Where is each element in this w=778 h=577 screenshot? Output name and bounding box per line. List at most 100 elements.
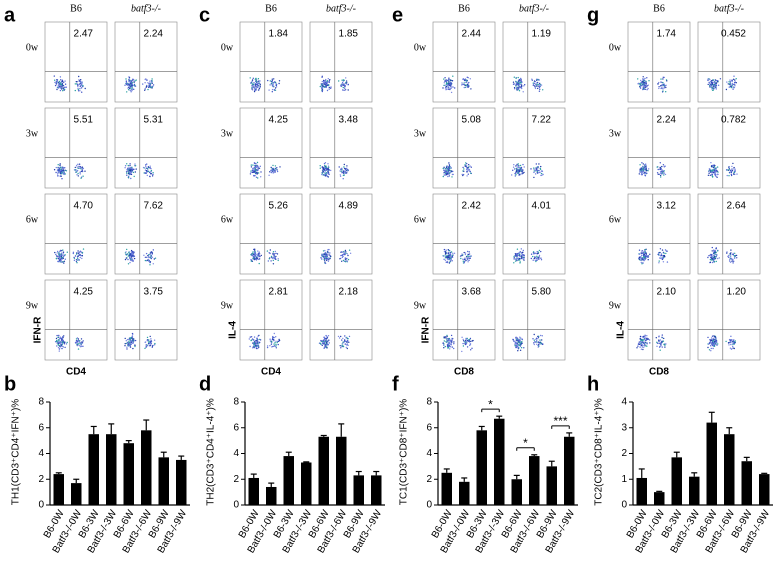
event-dot — [464, 87, 465, 88]
event-dot — [649, 342, 650, 343]
event-dot — [269, 171, 270, 172]
event-dot — [646, 85, 647, 86]
event-dot — [642, 346, 643, 347]
event-dot — [536, 169, 537, 170]
event-dot — [714, 344, 715, 345]
event-dot — [56, 338, 57, 339]
event-dot — [443, 85, 444, 86]
event-dot — [464, 82, 465, 83]
event-dot — [261, 255, 262, 256]
event-dot — [258, 89, 259, 90]
event-dot — [535, 253, 536, 254]
event-dot — [77, 345, 78, 346]
event-dot — [452, 174, 453, 175]
event-dot — [322, 83, 323, 84]
event-dot — [134, 345, 135, 346]
event-dot — [60, 163, 61, 164]
event-dot — [63, 258, 64, 259]
event-dot — [324, 254, 325, 255]
event-dot — [647, 170, 648, 171]
event-dot — [448, 79, 449, 80]
column-header: B6 — [458, 3, 470, 14]
event-dot — [327, 90, 328, 91]
bar — [336, 437, 347, 505]
event-dot — [80, 81, 81, 82]
event-dot — [63, 262, 64, 263]
event-dot — [81, 82, 82, 83]
event-dot — [326, 336, 327, 337]
event-dot — [444, 80, 445, 81]
event-dot — [471, 348, 472, 349]
event-dot — [132, 79, 133, 80]
event-dot — [444, 249, 445, 250]
event-dot — [272, 346, 273, 347]
event-dot — [662, 91, 663, 92]
event-dot — [328, 335, 329, 336]
event-dot — [536, 84, 537, 85]
event-dot — [345, 89, 346, 90]
event-dot — [252, 164, 253, 165]
event-dot — [257, 348, 258, 349]
event-dot — [666, 251, 667, 252]
event-dot — [717, 250, 718, 251]
event-dot — [275, 341, 276, 342]
event-dot — [78, 253, 79, 254]
event-dot — [728, 175, 729, 176]
event-dot — [278, 344, 279, 345]
event-dot — [734, 85, 735, 86]
quadrant-value: 5.31 — [144, 115, 164, 126]
event-dot — [663, 344, 664, 345]
event-dot — [345, 261, 346, 262]
event-dot — [710, 257, 711, 258]
event-dot — [343, 178, 344, 179]
y-tick-label: 3 — [621, 422, 627, 433]
event-dot — [80, 251, 81, 252]
event-dot — [150, 344, 151, 345]
event-dot — [61, 348, 62, 349]
event-dot — [132, 253, 133, 254]
event-dot — [342, 255, 343, 256]
event-dot — [646, 167, 647, 168]
event-dot — [717, 174, 718, 175]
event-dot — [447, 87, 448, 88]
event-dot — [145, 257, 146, 258]
event-dot — [347, 261, 348, 262]
event-dot — [533, 169, 534, 170]
event-dot — [516, 345, 517, 346]
event-dot — [135, 340, 136, 341]
event-dot — [60, 251, 61, 252]
y-tick-label: 2 — [426, 474, 432, 485]
event-dot — [730, 344, 731, 345]
event-dot — [645, 89, 646, 90]
event-dot — [447, 85, 448, 86]
event-dot — [277, 342, 278, 343]
quadrant-value: 4.25 — [269, 115, 289, 126]
event-dot — [448, 85, 449, 86]
event-dot — [338, 80, 339, 81]
event-dot — [541, 173, 542, 174]
event-dot — [62, 80, 63, 81]
event-dot — [641, 258, 642, 259]
event-dot — [78, 166, 79, 167]
event-dot — [517, 350, 518, 351]
event-dot — [341, 172, 342, 173]
event-dot — [347, 338, 348, 339]
event-dot — [344, 335, 345, 336]
event-dot — [447, 340, 448, 341]
event-dot — [250, 82, 251, 83]
quadrant-value: 7.62 — [144, 201, 164, 212]
event-dot — [467, 168, 468, 169]
event-dot — [521, 81, 522, 82]
event-dot — [448, 252, 449, 253]
event-dot — [470, 173, 471, 174]
event-dot — [342, 251, 343, 252]
event-dot — [276, 85, 277, 86]
event-dot — [519, 262, 520, 263]
event-dot — [643, 170, 644, 171]
event-dot — [251, 85, 252, 86]
event-dot — [471, 167, 472, 168]
event-dot — [59, 259, 60, 260]
event-dot — [463, 340, 464, 341]
event-dot — [725, 341, 726, 342]
event-dot — [63, 346, 64, 347]
